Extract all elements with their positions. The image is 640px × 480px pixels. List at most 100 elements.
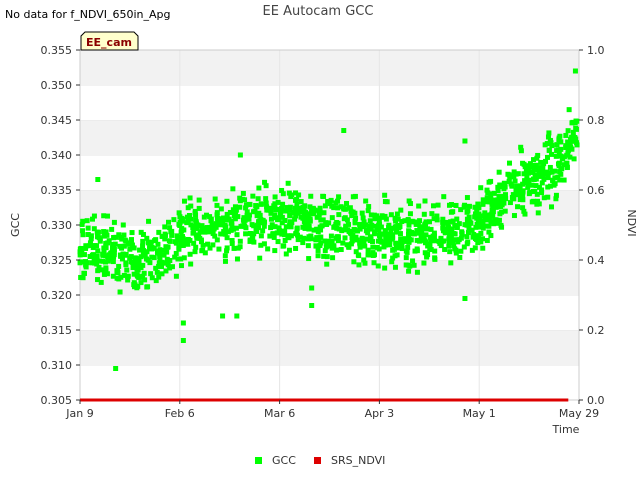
gcc-point [157,258,162,263]
gcc-point [431,203,436,208]
gcc-point [220,314,225,319]
gcc-point [109,227,114,232]
gcc-point [168,239,173,244]
gcc-point [485,188,490,193]
gcc-point [258,243,263,248]
gcc-point [293,206,298,211]
gcc-point [457,255,462,260]
gcc-point [406,263,411,268]
gcc-point [467,204,472,209]
gcc-point [308,194,313,199]
gcc-point [569,147,574,152]
gcc-point [408,211,413,216]
gcc-point [509,184,514,189]
gcc-point [336,212,341,217]
gcc-point [387,239,392,244]
gcc-point [283,238,288,243]
gcc-point [499,210,504,215]
gcc-point [223,259,228,264]
gcc-point [97,235,102,240]
gcc-point [476,212,481,217]
gcc-point [250,222,255,227]
gcc-point [317,243,322,248]
gcc-point [558,154,563,159]
gcc-point [114,268,119,273]
gcc-point [268,225,273,230]
gcc-point [356,253,361,258]
x-tick-label: May 29 [559,407,599,420]
gcc-point [520,161,525,166]
gcc-point [492,198,497,203]
gcc-point [169,233,174,238]
gcc-point [175,256,180,261]
gcc-point [268,211,273,216]
gcc-point [512,213,517,218]
gcc-point [370,245,375,250]
gcc-point [142,271,147,276]
gcc-point [422,199,427,204]
gcc-point [182,255,187,260]
gcc-point [361,257,366,262]
gcc-point [332,224,337,229]
gcc-point [316,253,321,258]
legend-gcc-label: GCC [272,454,296,467]
gcc-point [133,282,138,287]
gcc-point [296,211,301,216]
gcc-point [122,244,127,249]
gcc-point [193,211,198,216]
site-tag-label: EE_cam [86,36,132,49]
gcc-point [436,203,441,208]
gcc-point [344,201,349,206]
gcc-point [80,228,85,233]
gcc-point [330,255,335,260]
gcc-point [566,128,571,133]
gcc-point [171,217,176,222]
gcc-point [334,248,339,253]
gcc-point [454,251,459,256]
gcc-point [197,206,202,211]
gcc-point [353,227,358,232]
gcc-point [452,223,457,228]
gcc-point [224,199,229,204]
gcc-point [531,177,536,182]
gcc-point [107,238,112,243]
y-tick-label: 0.310 [41,359,73,372]
gcc-point [140,239,145,244]
gcc-point [360,236,365,241]
gcc-point [545,185,550,190]
legend-gcc-swatch [255,457,262,464]
gcc-point [250,235,255,240]
gcc-point [406,269,411,274]
gcc-point [288,205,293,210]
chart-title: EE Autocam GCC [263,4,374,19]
gcc-point [306,226,311,231]
gcc-point [563,145,568,150]
gcc-point [302,214,307,219]
gcc-point [81,275,86,280]
gcc-point [273,224,278,229]
gcc-point [182,199,187,204]
y-tick-label: 0.330 [41,219,73,232]
gcc-point [303,222,308,227]
gcc-point [366,248,371,253]
gcc-point [281,244,286,249]
gcc-point [486,224,491,229]
gcc-point [78,247,83,252]
gcc-point [406,223,411,228]
gcc-point [127,247,132,252]
gcc-point [447,249,452,254]
gcc-point [393,225,398,230]
gcc-point [363,199,368,204]
gcc-point [368,218,373,223]
gcc-point [119,237,124,242]
gcc-point [316,209,321,214]
gcc-point [511,174,516,179]
gcc-point [389,259,394,264]
gcc-point [231,227,236,232]
gcc-point [386,223,391,228]
gcc-point [480,246,485,251]
gcc-point [193,249,198,254]
site-tag-badge: EE_cam [81,32,138,50]
gcc-point [336,194,341,199]
gcc-point [324,262,329,267]
